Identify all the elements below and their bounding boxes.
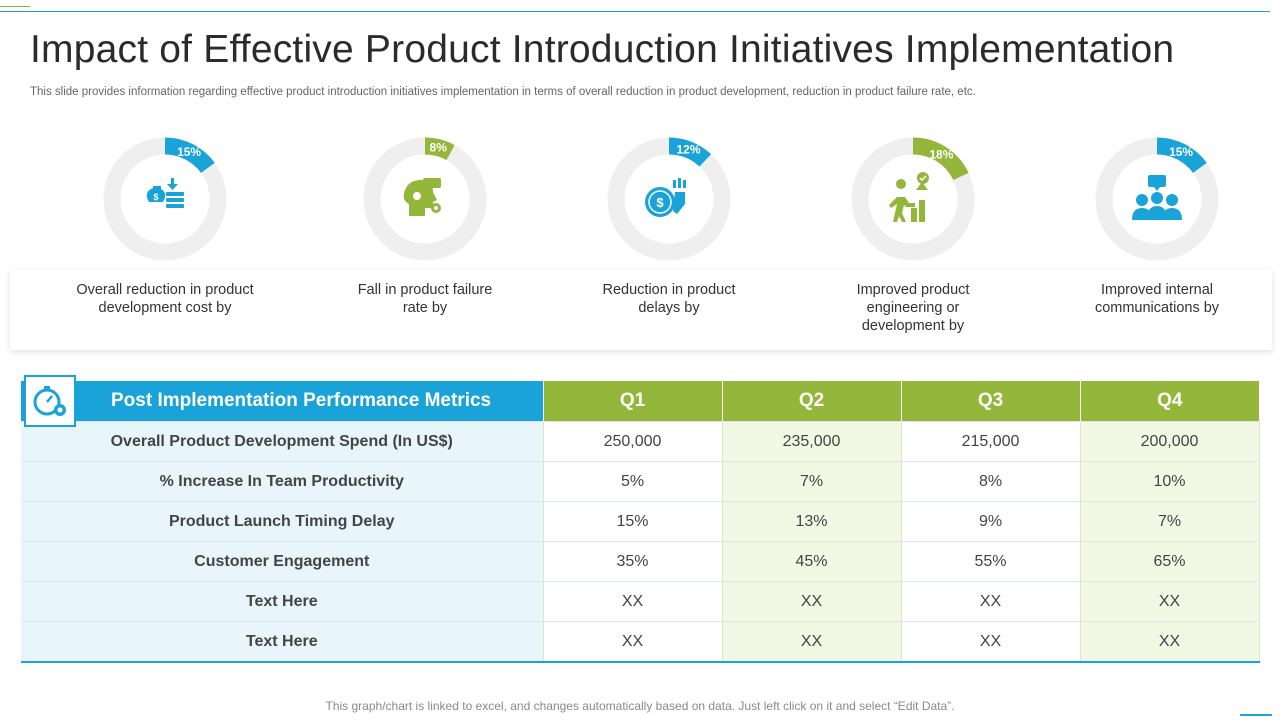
kpi-donut: 8% [363,137,487,261]
metric-value: 250,000 [543,421,723,462]
quarter-header: Q3 [901,381,1081,422]
metric-value: XX [722,581,902,622]
kpi-card-development-cost: 15% $ Overall reduction in product devel… [45,134,285,344]
metric-label: Text Here [21,581,544,622]
metric-value: XX [543,581,723,622]
gauge-gear-icon [24,375,76,427]
metric-label: Text Here [21,621,544,662]
donut-arc [668,137,712,167]
donut-percent: 15% [177,145,201,159]
team-chat-icon [1132,175,1182,220]
metric-value: 15% [543,501,723,542]
kpi-donut: 15% $ [103,137,227,261]
metric-value: 215,000 [901,421,1081,462]
top-accent-line [0,6,30,7]
kpi-donut: 15% [1095,137,1219,261]
metric-value: XX [901,621,1081,662]
kpi-card-product-delays: 12% $ Reduction in product delays by [549,134,789,344]
kpi-donut: 18% [851,137,975,261]
quarter-header: Q4 [1080,381,1259,422]
quarter-header: Q2 [722,381,902,422]
kpi-label: Improved internal communications by [1094,282,1220,316]
table-row: Text Here XX XX XX XX [21,621,1260,662]
page-title: Impact of Effective Product Introduction… [30,28,1175,71]
donut-percent: 18% [929,147,953,161]
metric-value: 5% [543,461,723,502]
metric-value: 55% [901,541,1081,582]
kpi-label-band [10,270,1272,350]
metric-value: XX [901,581,1081,622]
donut-arc [424,137,455,161]
metric-value: 8% [901,461,1081,502]
head-gear-icon [403,178,441,216]
donut-arc [164,137,215,174]
top-divider [0,11,1270,12]
metric-value: XX [543,621,723,662]
metric-value: 235,000 [722,421,902,462]
metric-value: 7% [722,461,902,502]
donut-percent: 8% [430,141,448,155]
kpi-card-failure-rate: 8% Fall in product failure rate by [305,134,545,344]
person-growth-icon [889,172,929,222]
metric-value: XX [722,621,902,662]
kpi-label: Overall reduction in product development… [76,282,254,316]
metric-value: XX [1080,621,1260,662]
footnote: This graph/chart is linked to excel, and… [325,699,955,713]
kpi-label: Fall in product failure rate by [357,282,493,316]
metric-label: Product Launch Timing Delay [21,501,544,542]
metric-label: Customer Engagement [21,541,544,582]
metric-value: 65% [1080,541,1260,582]
page-subtitle: This slide provides information regardin… [30,86,976,98]
metric-value: 45% [722,541,902,582]
metric-value: 200,000 [1080,421,1260,462]
coin-decline-icon: $ [645,178,686,217]
kpi-donut: 12% $ [607,137,731,261]
metric-value: 7% [1080,501,1260,542]
metrics-table: Post Implementation Performance Metrics … [21,375,1260,663]
metrics-header: Post Implementation Performance Metrics [21,375,544,427]
kpi-card-communications: 15% Improved internal communications by [1037,134,1277,344]
quarter-header: Q1 [543,381,723,422]
table-row: Text Here XX XX XX XX [21,581,1260,622]
donut-arc [1156,137,1207,174]
metric-value: 13% [722,501,902,542]
table-row: Overall Product Development Spend (In US… [21,421,1260,462]
kpi-card-engineering: 18% Improved product engineering or deve… [793,134,1033,344]
table-row: % Increase In Team Productivity 5% 7% 8%… [21,461,1260,502]
bottom-accent-line [1240,714,1272,716]
metric-label: Overall Product Development Spend (In US… [21,421,544,462]
svg-text:$: $ [153,192,158,202]
svg-text:$: $ [656,195,664,210]
metric-value: 9% [901,501,1081,542]
table-row: Customer Engagement 35% 45% 55% 65% [21,541,1260,582]
donut-arc [912,137,969,181]
metrics-header-title: Post Implementation Performance Metrics [111,390,492,411]
metric-value: 35% [543,541,723,582]
donut-percent: 12% [676,143,700,157]
kpi-label: Reduction in product delays by [602,282,736,316]
table-header-row: Post Implementation Performance Metrics … [21,375,1259,427]
metric-label: % Increase In Team Productivity [21,461,544,502]
table-row: Product Launch Timing Delay 15% 13% 9% 7… [21,501,1260,542]
metric-value: XX [1080,581,1260,622]
kpi-label: Improved product engineering or developm… [856,282,970,334]
metric-value: 10% [1080,461,1260,502]
money-reduction-icon: $ [146,178,184,208]
donut-percent: 15% [1169,145,1193,159]
